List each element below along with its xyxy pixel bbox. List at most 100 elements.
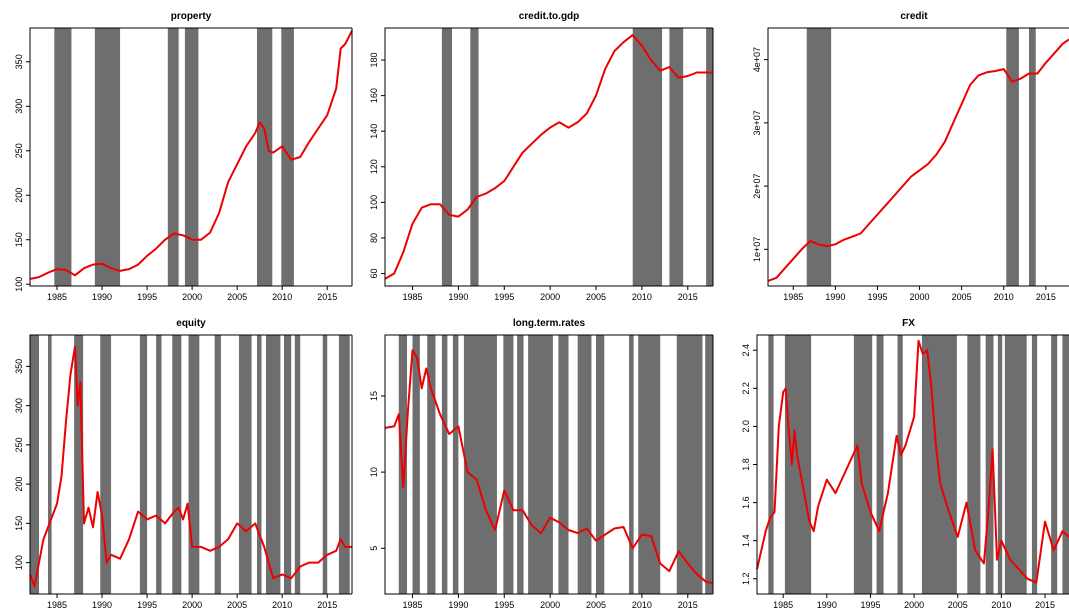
shaded-period — [1006, 28, 1019, 286]
shaded-period — [139, 335, 148, 594]
shaded-period — [283, 335, 292, 594]
x-tick-label: 1985 — [403, 600, 423, 610]
shaded-period — [528, 335, 553, 594]
y-tick-label: 2.2 — [741, 382, 751, 395]
shaded-period — [338, 335, 350, 594]
x-tick-label: 2000 — [540, 600, 560, 610]
shaded-period — [322, 335, 328, 594]
shaded-period — [172, 335, 182, 594]
x-tick-label: 1985 — [403, 292, 423, 302]
x-tick-label: 2010 — [632, 600, 652, 610]
shaded-period — [768, 335, 774, 594]
x-tick-label: 1985 — [47, 600, 67, 610]
x-tick-label: 2000 — [904, 600, 924, 610]
shaded-period — [629, 335, 634, 594]
panel-1: property 1985 1990 1995 2000 2005 2010 2015 100 1… — [14, 11, 353, 302]
series-line — [29, 30, 353, 280]
x-tick-label: 2000 — [540, 292, 560, 302]
shaded-period — [577, 335, 592, 594]
shaded-period — [452, 335, 459, 594]
panel-6: FX 1985 1990 1995 2000 2005 2010 2015 1.2 1.4 1.6 1… — [741, 318, 1069, 610]
shaded-period — [669, 28, 684, 286]
shaded-period — [470, 28, 479, 286]
series-line — [29, 345, 352, 588]
series-line — [767, 38, 1069, 282]
y-tick-label: 200 — [14, 477, 24, 492]
chart-title: credit — [900, 11, 928, 22]
y-tick-label: 160 — [369, 88, 379, 103]
shaded-period — [1031, 335, 1038, 594]
y-tick-label: 200 — [14, 188, 24, 203]
panel-2: credit.to.gdp 1985 1990 1995 2000 2005 2010 201… — [369, 11, 714, 302]
y-tick-label: 2.4 — [741, 344, 751, 357]
y-tick-label: 150 — [14, 232, 24, 247]
shaded-period — [596, 335, 605, 594]
x-tick-label: 2015 — [1035, 600, 1055, 610]
series-line — [384, 349, 714, 585]
x-tick-label: 1995 — [494, 292, 514, 302]
x-tick-label: 2015 — [678, 292, 698, 302]
y-tick-label: 80 — [369, 233, 379, 243]
y-tick-label: 300 — [14, 99, 24, 114]
x-tick-label: 2000 — [910, 292, 930, 302]
x-tick-label: 2005 — [586, 292, 606, 302]
x-tick-label: 2000 — [182, 292, 202, 302]
y-tick-label: 1.8 — [741, 458, 751, 471]
panel-4: equity 1985 1990 1995 2000 2005 2010 2015 100 150… — [14, 318, 353, 610]
shaded-period — [48, 335, 52, 594]
x-tick-label: 1990 — [448, 600, 468, 610]
x-tick-label: 1990 — [448, 292, 468, 302]
x-tick-label: 2015 — [317, 292, 337, 302]
x-tick-label: 2010 — [994, 292, 1014, 302]
shaded-period — [705, 335, 713, 594]
x-tick-label: 1985 — [773, 600, 793, 610]
chart-title: FX — [902, 318, 915, 329]
shaded-period — [921, 335, 957, 594]
shaded-period — [706, 28, 713, 286]
y-tick-label: 180 — [369, 53, 379, 68]
plot-frame — [384, 334, 713, 595]
shaded-period — [214, 335, 221, 594]
shaded-period — [188, 335, 200, 594]
shaded-period — [897, 335, 903, 594]
y-tick-label: 5 — [369, 546, 379, 551]
y-tick-label: 2e+07 — [752, 173, 762, 198]
shaded-period — [558, 335, 569, 594]
x-tick-label: 2005 — [952, 292, 972, 302]
shaded-period — [54, 28, 72, 286]
x-tick-label: 1995 — [860, 600, 880, 610]
shaded-period — [1051, 335, 1058, 594]
shaded-period — [74, 335, 84, 594]
shaded-period — [676, 335, 703, 594]
y-tick-label: 4e+07 — [752, 47, 762, 72]
y-tick-label: 350 — [14, 54, 24, 69]
series-line — [756, 339, 1069, 584]
shaded-period — [997, 335, 1003, 594]
shaded-period — [265, 335, 281, 594]
x-tick-label: 1990 — [92, 600, 112, 610]
plot-frame — [29, 334, 352, 595]
y-tick-label: 10 — [369, 467, 379, 477]
shaded-period — [281, 28, 294, 286]
y-tick-label: 1.6 — [741, 496, 751, 509]
series-line — [384, 34, 713, 280]
x-tick-label: 2015 — [317, 600, 337, 610]
x-tick-label: 1990 — [825, 292, 845, 302]
y-tick-label: 1.2 — [741, 573, 751, 586]
shaded-period — [985, 335, 994, 594]
shaded-period — [806, 28, 832, 286]
x-tick-label: 2015 — [1036, 292, 1056, 302]
shaded-period — [30, 335, 40, 594]
x-tick-label: 1990 — [817, 600, 837, 610]
y-tick-label: 250 — [14, 143, 24, 158]
x-tick-label: 2010 — [272, 292, 292, 302]
y-tick-label: 3e+07 — [752, 110, 762, 135]
plot-frame — [384, 27, 713, 287]
y-tick-label: 120 — [369, 159, 379, 174]
shaded-period — [463, 335, 497, 594]
x-tick-label: 2005 — [586, 600, 606, 610]
shaded-period — [256, 28, 273, 286]
shaded-period — [294, 335, 301, 594]
y-tick-label: 15 — [369, 391, 379, 401]
x-tick-label: 1995 — [137, 292, 157, 302]
